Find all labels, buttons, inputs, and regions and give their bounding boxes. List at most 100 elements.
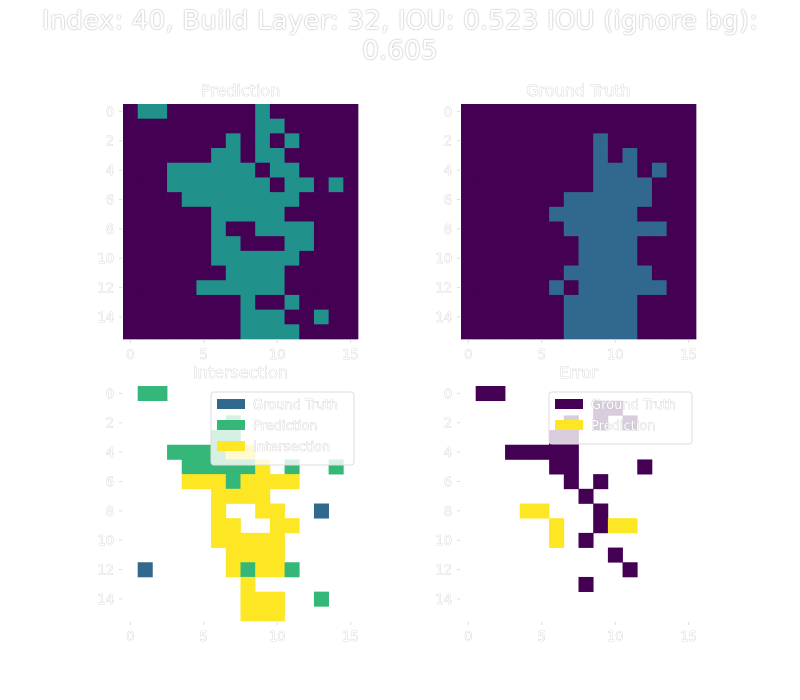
heatmap-cell bbox=[490, 324, 506, 340]
heatmap-cell bbox=[137, 265, 153, 281]
heatmap-cell bbox=[137, 192, 153, 208]
heatmap-cell bbox=[269, 532, 285, 548]
heatmap-cell bbox=[578, 265, 594, 281]
x-tick-label: 15 bbox=[680, 630, 697, 645]
heatmap-cell bbox=[490, 177, 506, 193]
heatmap-cell bbox=[299, 206, 315, 222]
heatmap-cell bbox=[681, 133, 697, 149]
y-tick-label: 4 bbox=[106, 164, 114, 179]
heatmap-cell bbox=[137, 221, 153, 237]
heatmap-cell bbox=[167, 148, 183, 164]
heatmap-cell bbox=[211, 236, 227, 252]
heatmap-cell bbox=[578, 148, 594, 164]
heatmap-cell bbox=[343, 294, 359, 310]
heatmap-cell bbox=[313, 294, 329, 310]
heatmap-cell bbox=[225, 474, 241, 490]
heatmap-cell bbox=[225, 221, 241, 237]
y-tick-label: 4 bbox=[444, 164, 452, 179]
legend-label: Intersection bbox=[253, 440, 330, 455]
heatmap-cell bbox=[167, 177, 183, 193]
heatmap-cell bbox=[313, 280, 329, 296]
heatmap-cell bbox=[284, 250, 300, 266]
heatmap-cell bbox=[505, 221, 521, 237]
heatmap-cell bbox=[505, 324, 521, 340]
heatmap-cell bbox=[505, 250, 521, 266]
y-tick-label: 6 bbox=[444, 475, 452, 490]
heatmap-cell bbox=[593, 518, 609, 534]
heatmap-cell bbox=[225, 532, 241, 548]
heatmap-cell bbox=[593, 118, 609, 134]
heatmap-cell bbox=[549, 532, 565, 548]
heatmap-cell bbox=[328, 133, 344, 149]
y-tick-label: 12 bbox=[97, 282, 114, 297]
heatmap-cell bbox=[490, 265, 506, 281]
heatmap-cell bbox=[225, 518, 241, 534]
heatmap-cell bbox=[607, 206, 623, 222]
ground-truth-panel: Ground Truth 0 5 10 15 0 2 4 6 8 10 12 14 bbox=[435, 81, 697, 364]
heatmap-cell bbox=[549, 148, 565, 164]
y-tick-label: 8 bbox=[106, 223, 114, 238]
heatmap-cell bbox=[651, 309, 667, 325]
legend-swatch bbox=[555, 420, 583, 430]
heatmap-cell bbox=[211, 148, 227, 164]
heatmap-cell bbox=[269, 177, 285, 193]
heatmap-cell bbox=[534, 294, 550, 310]
heatmap-cell bbox=[666, 192, 682, 208]
heatmap-cell bbox=[666, 104, 682, 120]
heatmap-cell bbox=[637, 265, 653, 281]
heatmap-cell bbox=[637, 177, 653, 193]
heatmap-cell bbox=[313, 162, 329, 178]
heatmap-cell bbox=[137, 562, 153, 578]
heatmap-cell bbox=[167, 104, 183, 120]
heatmap-cell bbox=[137, 162, 153, 178]
heatmap-cell bbox=[299, 118, 315, 134]
heatmap-cell bbox=[622, 562, 638, 578]
heatmap-cell bbox=[578, 576, 594, 592]
heatmap-cell bbox=[505, 206, 521, 222]
heatmap-cell bbox=[343, 148, 359, 164]
heatmap-cell bbox=[519, 265, 535, 281]
y-tick-label: 6 bbox=[106, 475, 114, 490]
heatmap-cell bbox=[475, 133, 491, 149]
heatmap-cell bbox=[240, 148, 256, 164]
heatmap-cell bbox=[490, 221, 506, 237]
heatmap-cell bbox=[505, 294, 521, 310]
heatmap-cell bbox=[637, 236, 653, 252]
heatmap-cell bbox=[549, 162, 565, 178]
heatmap-cell bbox=[225, 265, 241, 281]
prediction-panel: Prediction 0 5 10 15 0 2 4 6 8 10 12 14 bbox=[97, 81, 359, 364]
heatmap-cell bbox=[578, 236, 594, 252]
heatmap-cell bbox=[196, 177, 212, 193]
heatmap-cell bbox=[578, 162, 594, 178]
heatmap-cell bbox=[313, 591, 329, 607]
heatmap-cell bbox=[152, 162, 168, 178]
heatmap-cell bbox=[343, 133, 359, 149]
legend-box bbox=[548, 391, 693, 445]
heatmap-cell bbox=[563, 206, 579, 222]
heatmap-cell bbox=[167, 118, 183, 134]
heatmap-cell bbox=[622, 324, 638, 340]
heatmap-cell bbox=[255, 265, 271, 281]
heatmap-cell bbox=[152, 148, 168, 164]
heatmap-cell bbox=[313, 236, 329, 252]
heatmap-cell bbox=[196, 444, 212, 460]
heatmap-cell bbox=[211, 532, 227, 548]
intersection-panel: Intersection 0 5 10 15 0 2 4 6 8 10 12 14 Ground Trut… bbox=[97, 363, 359, 646]
heatmap-cell bbox=[549, 250, 565, 266]
heatmap-cell bbox=[534, 250, 550, 266]
heatmap-cell bbox=[578, 118, 594, 134]
heatmap-cell bbox=[284, 133, 300, 149]
heatmap-cell bbox=[666, 309, 682, 325]
legend-box bbox=[210, 391, 355, 466]
heatmap-cell bbox=[167, 162, 183, 178]
heatmap-cell bbox=[137, 118, 153, 134]
heatmap-cell bbox=[240, 250, 256, 266]
heatmap-cell bbox=[666, 162, 682, 178]
heatmap-cell bbox=[255, 221, 271, 237]
heatmap-cell bbox=[284, 294, 300, 310]
y-tick-label: 0 bbox=[444, 105, 452, 120]
heatmap-cell bbox=[269, 265, 285, 281]
heatmap-cell bbox=[123, 250, 139, 266]
heatmap-cell bbox=[181, 236, 197, 252]
heatmap-cell bbox=[255, 162, 271, 178]
